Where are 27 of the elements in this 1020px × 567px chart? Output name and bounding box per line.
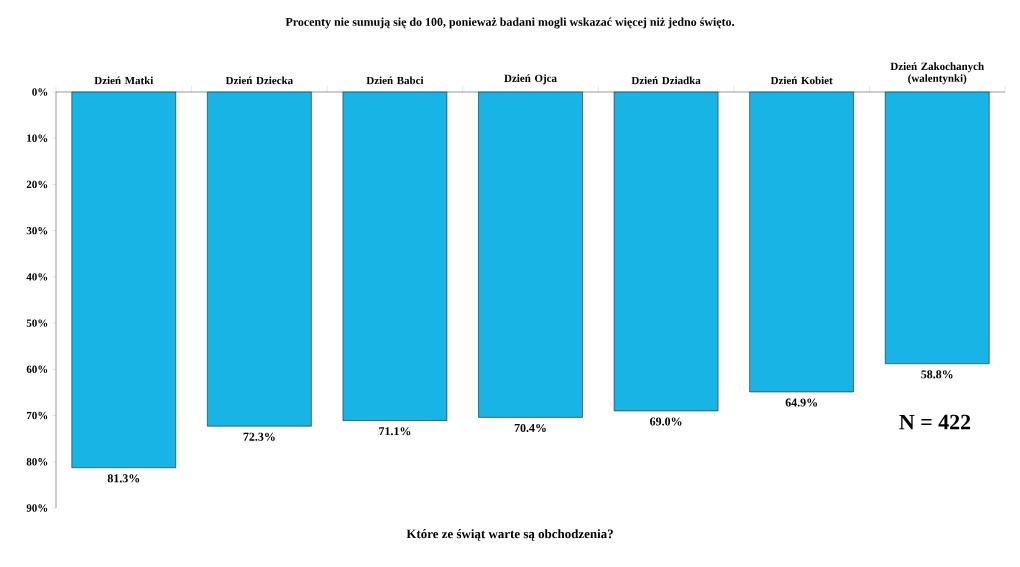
y-tick-label: 50% — [26, 319, 48, 327]
data-label: 64.9% — [785, 398, 817, 407]
y-tick-label: 30% — [26, 226, 48, 235]
x-tick-label: Dzień Ojca — [504, 74, 557, 85]
data-label: 70.4% — [514, 423, 546, 433]
y-tick-label: 80% — [26, 458, 48, 466]
y-tick-label: 10% — [27, 134, 48, 142]
data-label: 69.0% — [650, 417, 682, 426]
data-label: 58.8% — [921, 370, 953, 379]
x-tick-label: Dzień Matki — [94, 76, 154, 85]
y-tick-label: 20% — [26, 180, 48, 189]
y-tick-label: 0% — [32, 88, 48, 96]
annotation: N = 422 — [899, 414, 971, 430]
x-tick-label: Dzień Kobiet — [770, 76, 833, 85]
text: Które ze świąt warte są obchodzenia? — [406, 529, 613, 541]
y-tick-label: 70% — [26, 411, 48, 420]
data-label: 81.3% — [107, 474, 140, 483]
x-tick-label: Dzień Dziecka — [225, 76, 293, 85]
x-tick-label: Dzień Dziadka — [631, 76, 701, 85]
x-tick-label: Dzień Zakochanych (walentynki) — [890, 62, 984, 85]
data-label: 71.1% — [379, 427, 411, 436]
chart-subtitle: Procenty nie sumują się do 100, ponieważ badani mogli wskazać więcej niż jedno święto. — [285, 17, 735, 29]
y-tick-label: 40% — [26, 273, 48, 281]
y-tick-label: 60% — [26, 365, 48, 374]
x-tick-label: Dzień Babci — [366, 76, 424, 85]
y-tick-label: 90% — [26, 504, 48, 512]
data-label: 72.3% — [243, 432, 275, 441]
